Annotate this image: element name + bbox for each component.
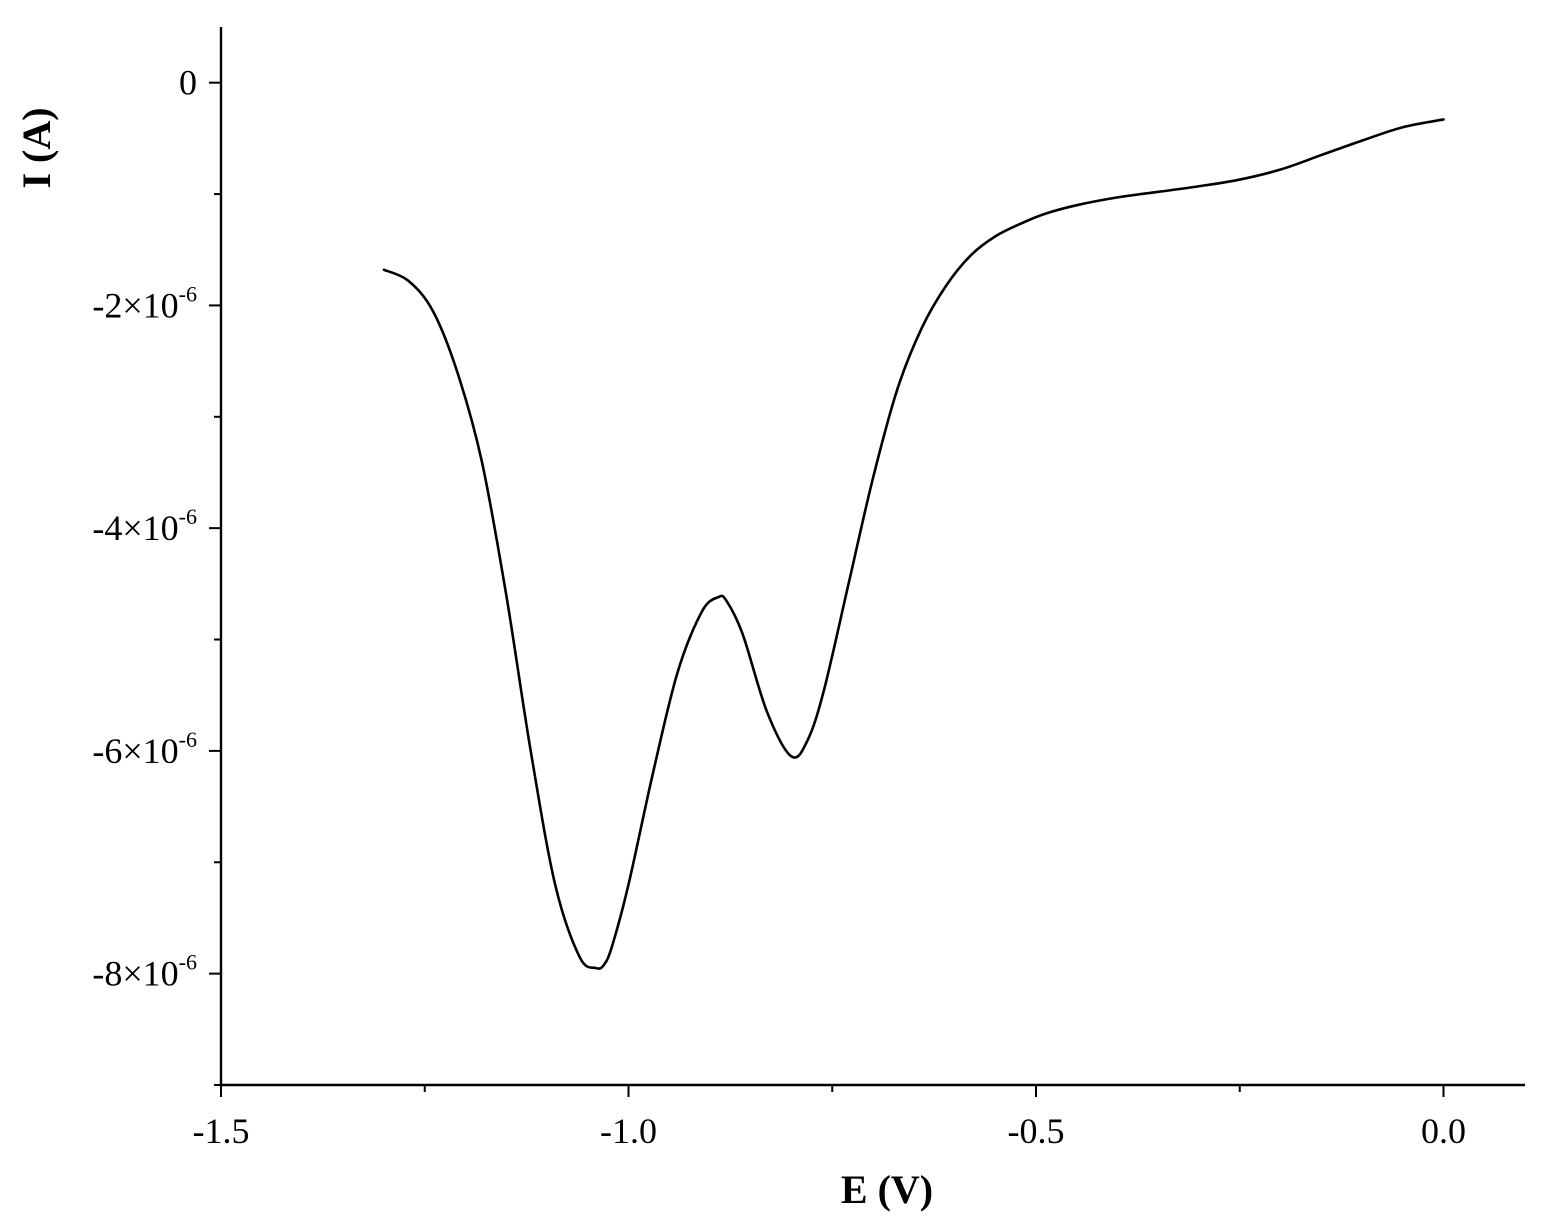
x-tick-label: -0.5 (1008, 1111, 1065, 1151)
data-series (382, 118, 1445, 970)
x-tick-label: -1.5 (193, 1111, 250, 1151)
y-tick-label: -4×10-6 (92, 504, 197, 548)
y-tick-label: -6×10-6 (92, 727, 197, 771)
y-tick-label: -2×10-6 (92, 281, 197, 325)
x-tick-label: 0.0 (1421, 1111, 1466, 1151)
x-tick-label: -1.0 (600, 1111, 657, 1151)
x-axis-label: E (V) (841, 1167, 933, 1212)
x-axis-ticks: -1.5 -1.0 -0.5 0.0 (193, 1085, 1466, 1151)
y-tick-label: 0 (179, 63, 197, 103)
series-line (382, 118, 1445, 970)
axes (219, 27, 1525, 1087)
y-axis-ticks: 0 -2×10-6 -4×10-6 -6×10-6 -8×10-6 (92, 63, 221, 1086)
y-tick-label: -8×10-6 (92, 950, 197, 994)
y-axis-label: I (A) (14, 107, 59, 188)
